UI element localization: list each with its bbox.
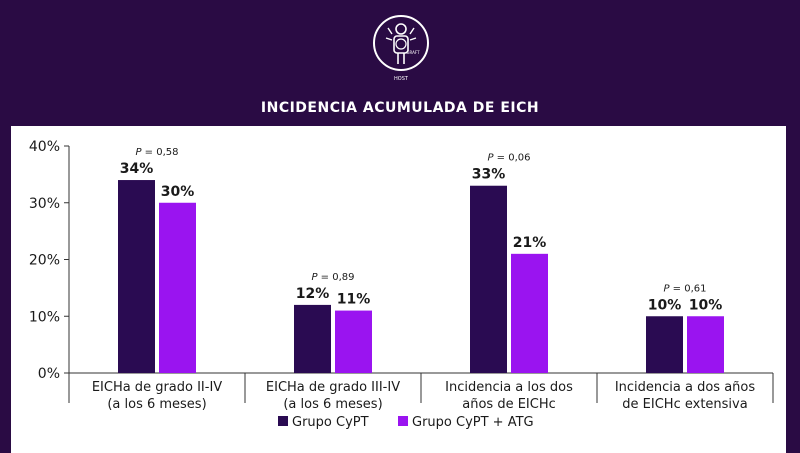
chart-panel: 0% 10% 20% 30% 40% 34% 30% P = 0,58 EICHa de gra… xyxy=(11,126,786,453)
data-label: 10% xyxy=(648,297,682,313)
legend-swatch-cypt-atg xyxy=(398,416,408,426)
data-label: 11% xyxy=(337,292,371,308)
bar-cypt-atg xyxy=(159,202,196,373)
p-value-prefix: P xyxy=(663,283,670,294)
p-value-prefix: P xyxy=(311,272,318,283)
x-category-label: años de EICHc xyxy=(462,397,556,412)
bar-cypt-atg xyxy=(687,316,724,373)
x-category-label: de EICHc extensiva xyxy=(622,397,747,412)
bar-cypt xyxy=(470,185,507,373)
x-category-label: EICHa de grado III-IV xyxy=(266,380,400,395)
data-label: 21% xyxy=(513,235,547,251)
data-label: 33% xyxy=(472,167,506,183)
data-label: 30% xyxy=(161,184,195,200)
x-category-label: EICHa de grado II-IV xyxy=(92,380,222,395)
x-category-label: (a los 6 meses) xyxy=(283,397,382,412)
bar-chart: 0% 10% 20% 30% 40% 34% 30% P = 0,58 EICHa de gra… xyxy=(29,139,774,430)
legend-label: Grupo CyPT xyxy=(292,415,369,430)
bar-cypt xyxy=(118,180,155,373)
bar-cypt xyxy=(646,316,683,373)
legend-label: Grupo CyPT + ATG xyxy=(412,415,534,430)
x-category-label: Incidencia a dos años xyxy=(615,380,756,395)
p-value-prefix: P xyxy=(487,153,494,164)
hospital-logo-icon: GRAFT HOST xyxy=(373,15,429,82)
bar-cypt-atg xyxy=(335,310,372,373)
p-value-label: P = 0,61 xyxy=(663,283,706,294)
p-value-text: = 0,89 xyxy=(318,272,355,283)
x-category-label: (a los 6 meses) xyxy=(107,397,206,412)
y-tick-label: 0% xyxy=(38,366,60,382)
y-tick-label: 30% xyxy=(29,196,60,212)
legend-swatch-cypt xyxy=(278,416,288,426)
p-value-label: P = 0,58 xyxy=(135,147,178,158)
bar-cypt xyxy=(294,304,331,373)
y-tick-label: 40% xyxy=(29,139,60,155)
data-label: 34% xyxy=(120,161,154,177)
bar-cypt-atg xyxy=(511,253,548,373)
data-label: 12% xyxy=(296,286,330,302)
data-label: 10% xyxy=(689,297,723,313)
p-value-label: P = 0,89 xyxy=(311,272,354,283)
p-value-text: = 0,61 xyxy=(670,283,707,294)
logo-text-graft: GRAFT xyxy=(406,50,420,55)
p-value-prefix: P xyxy=(135,147,142,158)
chart-title: INCIDENCIA ACUMULADA DE EICH xyxy=(260,100,540,116)
logo-text-host: HOST xyxy=(394,76,409,82)
p-value-text: = 0,06 xyxy=(494,153,531,164)
y-tick-label: 10% xyxy=(29,309,60,325)
p-value-label: P = 0,06 xyxy=(487,153,530,164)
x-category-label: Incidencia a los dos xyxy=(445,380,573,395)
p-value-text: = 0,58 xyxy=(142,147,179,158)
y-tick-label: 20% xyxy=(29,253,60,269)
